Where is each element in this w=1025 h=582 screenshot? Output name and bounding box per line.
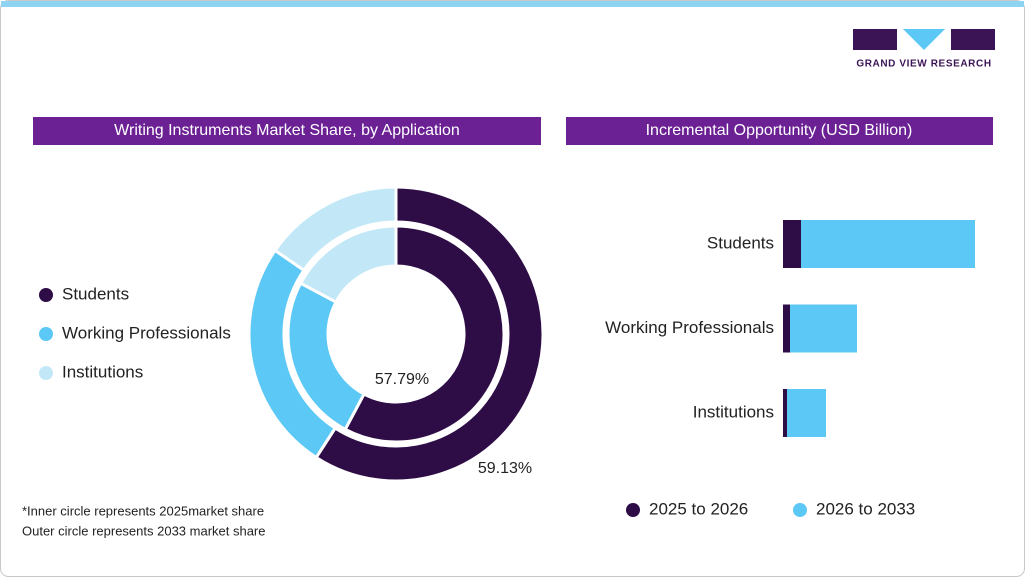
category-label: Institutions — [693, 402, 774, 421]
logo-text: GRAND VIEW RESEARCH — [856, 59, 991, 70]
donut-segment — [298, 224, 398, 305]
data-label: 57.79% — [375, 371, 429, 388]
bar-segment — [783, 220, 801, 268]
legend-label: Institutions — [62, 362, 143, 381]
donut-segment — [273, 185, 398, 273]
legend-swatch — [39, 366, 53, 380]
note: Outer circle represents 2033 market shar… — [22, 523, 266, 538]
legend-label: 2025 to 2026 — [649, 499, 748, 518]
logo-block — [951, 29, 995, 50]
data-label: 59.13% — [478, 460, 532, 477]
bar-segment — [790, 304, 857, 353]
legend-label: Working Professionals — [62, 323, 231, 342]
bar-segment — [801, 220, 975, 268]
top-stripe — [1, 1, 1024, 7]
legend-swatch — [39, 327, 53, 341]
legend-label: Students — [62, 284, 129, 303]
legend-swatch — [39, 288, 53, 302]
donut-segment — [343, 224, 506, 444]
title-bar — [566, 117, 993, 145]
note: *Inner circle represents 2025market shar… — [22, 503, 264, 518]
category-label: Working Professionals — [605, 318, 774, 337]
title-bar — [33, 117, 541, 145]
donut-segment — [314, 185, 545, 483]
bar-segment — [783, 389, 787, 437]
chart-title: Incremental Opportunity (USD Billion) — [646, 122, 913, 139]
category-label: Students — [707, 233, 774, 252]
logo-block — [853, 29, 897, 50]
bar-segment — [783, 304, 790, 353]
legend-label: 2026 to 2033 — [816, 499, 915, 518]
chart-title: Writing Instruments Market Share, by App… — [114, 122, 460, 139]
legend-swatch — [793, 503, 807, 517]
bar-segment — [787, 389, 826, 437]
logo: GRAND VIEW RESEARCH — [853, 29, 995, 70]
logo-triangle — [903, 29, 945, 50]
legend-swatch — [626, 503, 640, 517]
